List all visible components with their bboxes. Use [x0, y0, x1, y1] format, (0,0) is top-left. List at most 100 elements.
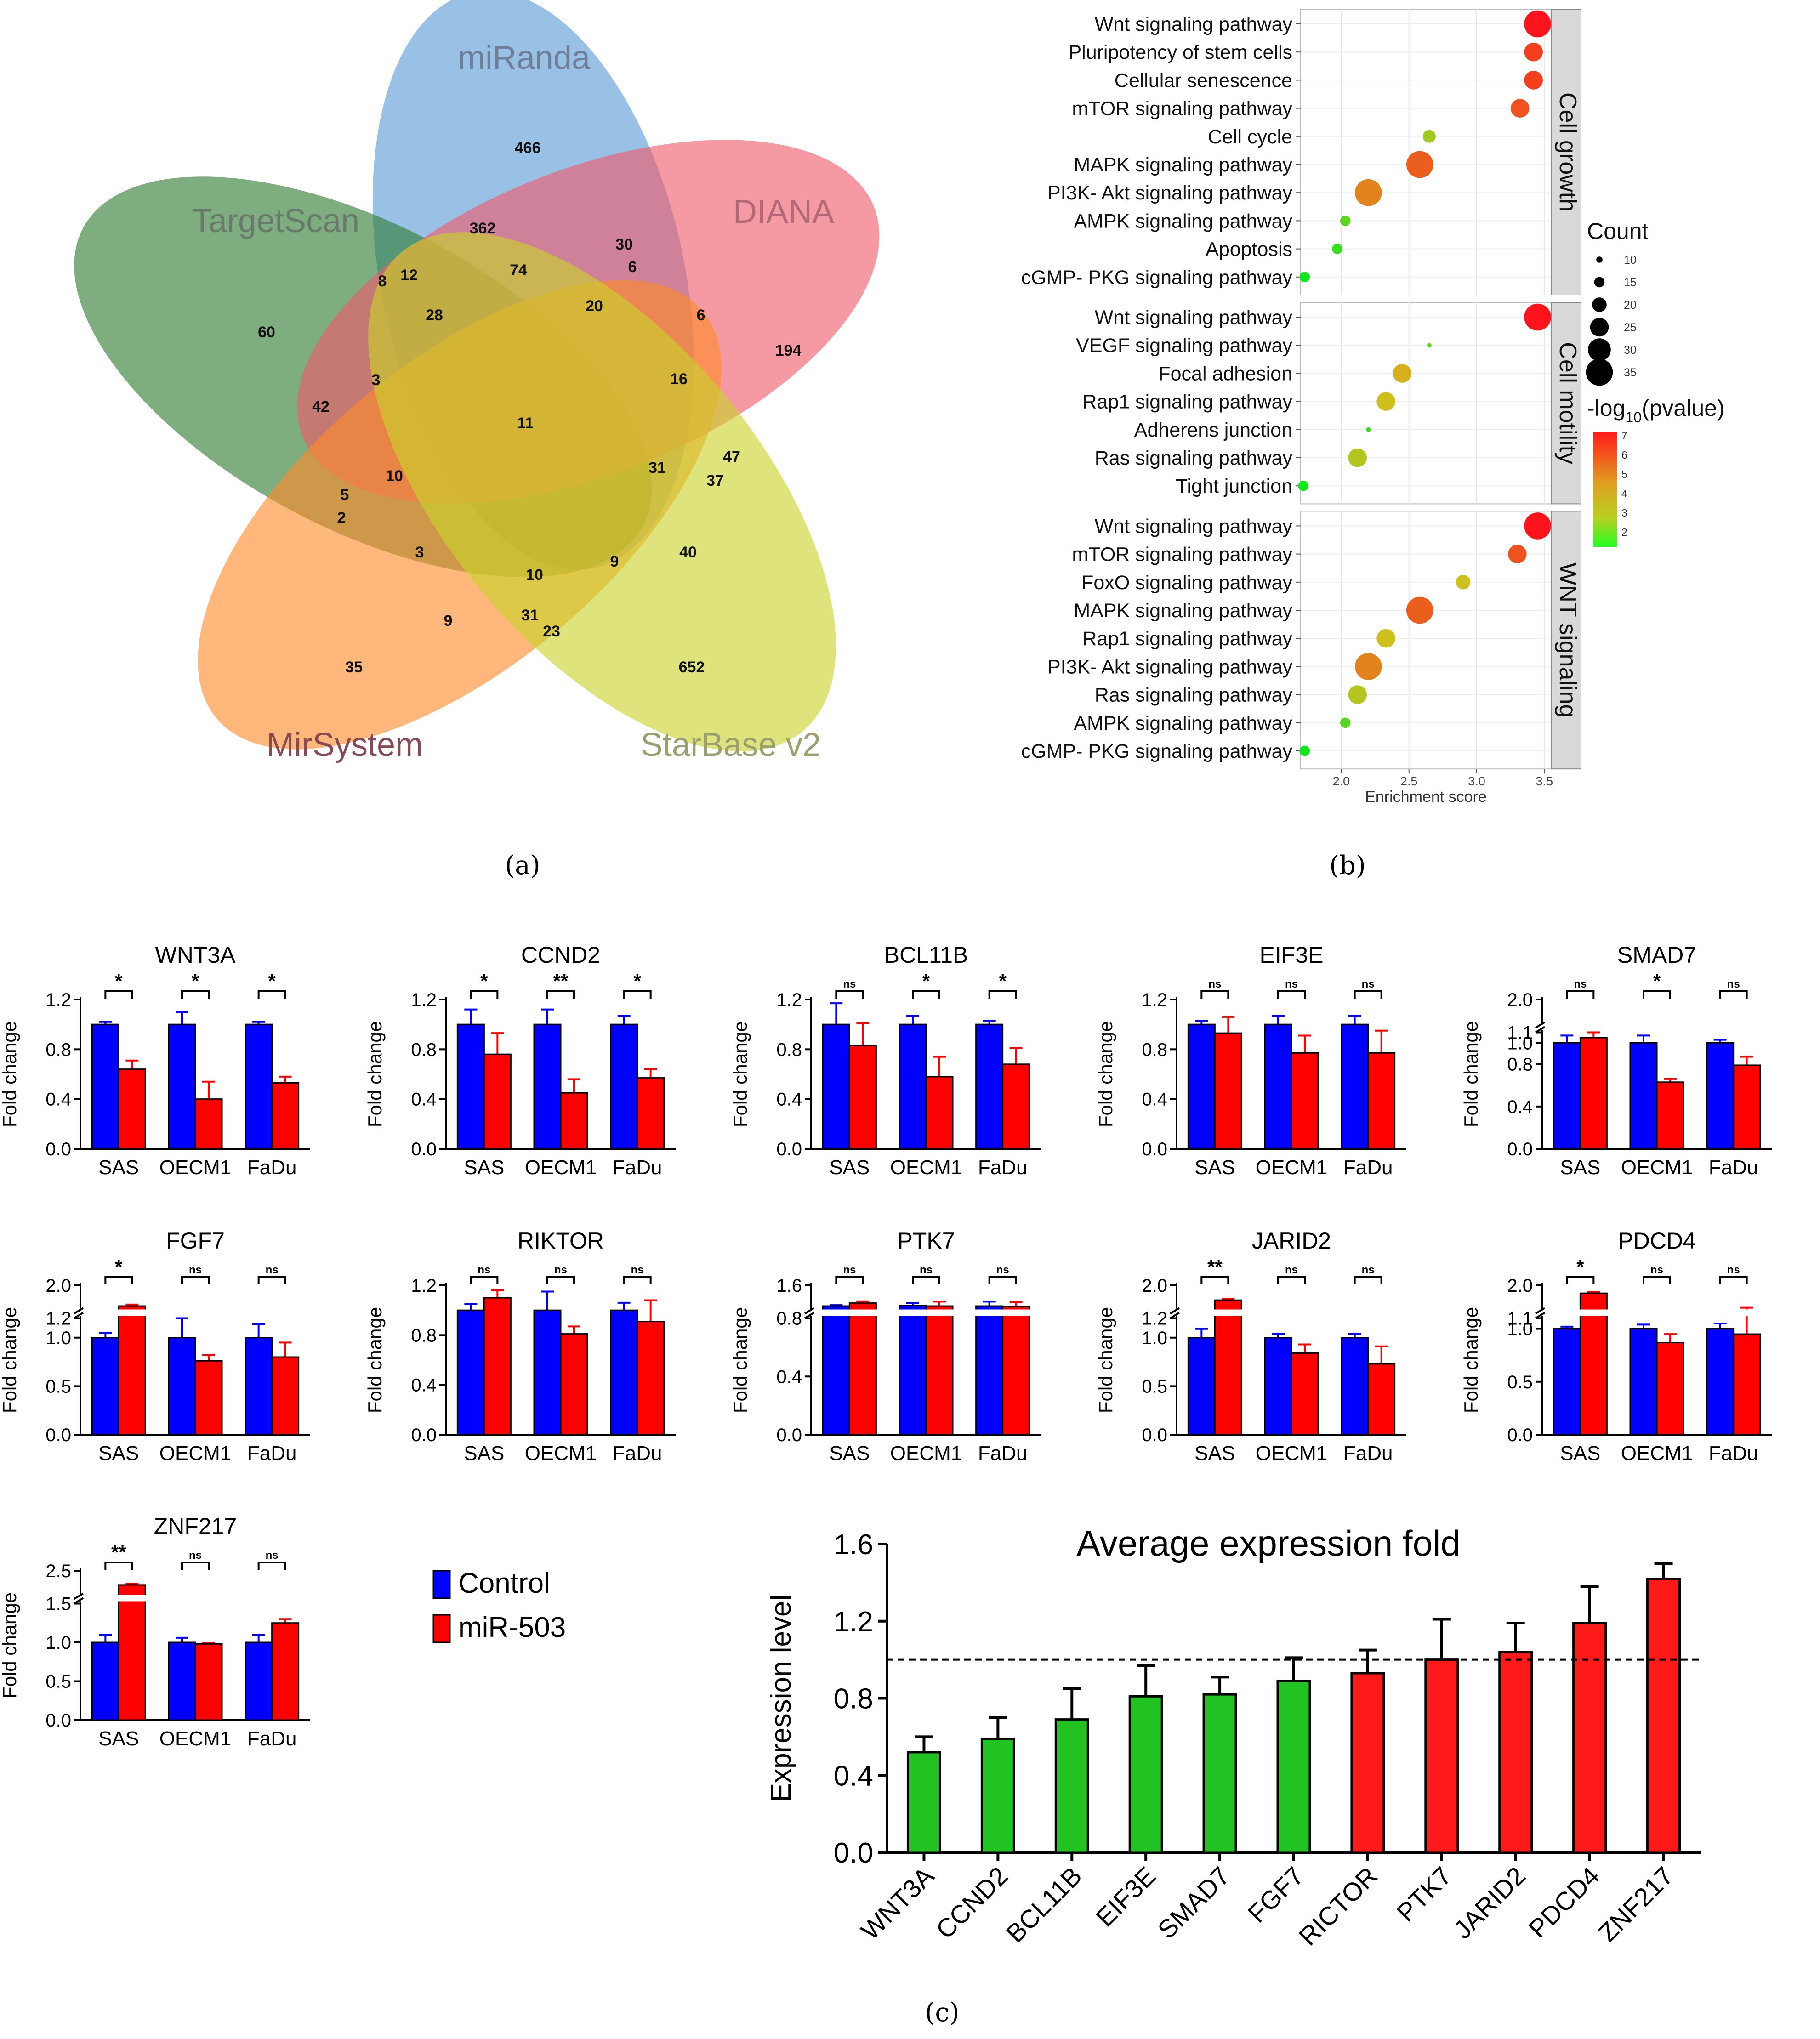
enrich-dot — [1406, 596, 1433, 624]
enrich-xtick-label: 3.5 — [1536, 774, 1553, 788]
significance-bracket — [1643, 990, 1671, 999]
panel-ytick-label: 1.2 — [1142, 990, 1167, 1010]
avg-bar — [1054, 1718, 1089, 1854]
enrich-term-label: PI3K- Akt signaling pathway — [1047, 182, 1293, 204]
enrich-dot — [1524, 71, 1543, 90]
enrich-dot — [1393, 364, 1412, 383]
panel-ytick-label: 2.0 — [1507, 990, 1533, 1010]
significance-label: ** — [1207, 1256, 1223, 1278]
panel-ytick-label: 0.5 — [46, 1672, 71, 1692]
panel-title: JARID2 — [1252, 1228, 1331, 1254]
control-bar — [1706, 1042, 1735, 1150]
enrich-group-1: Wnt signaling pathway VEGF signaling path… — [1076, 302, 1581, 505]
avg-ytick-label: 1.6 — [834, 1529, 873, 1561]
panel-ytick-label: 1.2 — [411, 1276, 437, 1296]
panel-ytick-label: 0.5 — [1507, 1372, 1533, 1392]
mir-bar — [1002, 1063, 1030, 1150]
significance-label: ns — [266, 1549, 279, 1562]
control-bar — [168, 1641, 196, 1721]
panel-ytick-label: 1.2 — [46, 1309, 71, 1329]
avg-category-label: PTK7 — [1391, 1861, 1457, 1927]
count-legend-label: 35 — [1624, 366, 1637, 379]
venn-count: 40 — [679, 544, 697, 561]
panel-ylabel: Fold change — [1095, 1307, 1116, 1413]
significance-bracket — [1277, 1276, 1306, 1284]
significance-label: * — [1653, 970, 1661, 992]
avg-bar — [1646, 1577, 1681, 1854]
venn-ellipse-starbase-v2 — [368, 232, 836, 751]
significance-bracket — [1277, 990, 1306, 999]
avg-category-label: ZNF217 — [1592, 1861, 1679, 1948]
venn-count: 11 — [517, 415, 534, 432]
panel-ylabel: Fold change — [0, 1592, 20, 1698]
enrich-term-label: Ras signaling pathway — [1095, 684, 1293, 706]
significance-label: ns — [1362, 978, 1375, 990]
panel-ytick-label: 0.8 — [1142, 1039, 1167, 1060]
color-legend-tick: 5 — [1621, 468, 1627, 480]
venn-set-label: miRanda — [458, 40, 591, 76]
enrich-group-2: Wnt signaling pathway mTOR signaling path… — [1021, 511, 1581, 770]
mir-bar — [1214, 1032, 1242, 1150]
venn-count: 20 — [586, 297, 603, 315]
enrich-strip — [1551, 302, 1581, 505]
count-legend-title: Count — [1587, 218, 1649, 244]
avg-bar — [1202, 1693, 1237, 1854]
panel-pdcd4: PDCD4 Fold change 0.0 0.5 1.01.1 2.0 SAS * OECM1… — [1460, 1228, 1773, 1465]
axis-break-gap — [808, 1309, 1042, 1316]
count-legend-dot — [1596, 256, 1603, 263]
panel-ytick-label: 0.4 — [776, 1367, 802, 1387]
avg-ytick-label: 0.8 — [834, 1683, 873, 1715]
avg-bar — [1276, 1680, 1311, 1854]
significance-label: ns — [189, 1264, 202, 1276]
panel-ylabel: Fold change — [364, 1021, 386, 1127]
color-legend-tick: 7 — [1621, 430, 1627, 442]
significance-bracket — [546, 1276, 575, 1284]
color-legend-bar — [1593, 432, 1617, 547]
significance-label: * — [115, 970, 123, 992]
control-bar — [822, 1305, 850, 1436]
significance-bracket — [470, 1276, 499, 1284]
mir-bar — [271, 1356, 300, 1436]
enrich-term-label: Pluripotency of stem cells — [1068, 41, 1292, 63]
enrich-term-label: cGMP- PKG signaling pathway — [1021, 267, 1293, 289]
significance-label: ns — [478, 1264, 490, 1276]
mir-bar — [560, 1092, 588, 1150]
panel-category-label: OECM1 — [525, 1156, 597, 1179]
legend-swatch-mir — [432, 1614, 451, 1643]
panel-ytick-label: 0.0 — [776, 1425, 802, 1445]
significance-bracket — [988, 990, 1017, 999]
avg-ytick-label: 0.4 — [834, 1760, 873, 1792]
panel-category-label: SAS — [1560, 1156, 1600, 1179]
significance-bracket — [623, 1276, 652, 1284]
significance-bracket — [912, 990, 940, 999]
avg-category-label: SMAD7 — [1152, 1861, 1235, 1944]
venn-count: 194 — [775, 342, 802, 359]
venn-count: 30 — [615, 236, 633, 253]
significance-bracket — [1566, 990, 1595, 999]
venn-count: 28 — [426, 307, 443, 324]
color-legend-tick: 6 — [1621, 449, 1627, 461]
significance-label: ns — [1285, 978, 1298, 990]
enrich-term-label: VEGF signaling pathway — [1076, 335, 1292, 357]
venn-count: 9 — [610, 553, 619, 570]
panel-ytick-label: 2.0 — [46, 1276, 71, 1296]
panel-category-label: OECM1 — [525, 1442, 597, 1465]
avg-category-label: FGF7 — [1242, 1861, 1309, 1928]
panel-ytick-label: 1.2 — [1142, 1309, 1167, 1329]
axis-break-mark — [1169, 1307, 1180, 1319]
significance-label: ns — [1285, 1264, 1298, 1276]
panel-ytick-label: 2.0 — [1142, 1276, 1167, 1296]
enrich-panel-frame — [1300, 9, 1552, 295]
panel-category-label: OECM1 — [1621, 1156, 1693, 1179]
enrich-xaxis-label: Enrichment score — [1365, 788, 1487, 806]
enrich-dot — [1354, 179, 1382, 206]
significance-bracket — [104, 1276, 133, 1284]
panel-ytick-label: 0.8 — [411, 1325, 437, 1346]
significance-label: ns — [920, 1264, 933, 1276]
panel-eif3e: EIF3E Fold change 0.0 0.4 0.8 1.2 SAS ns OECM1 ns… — [1095, 942, 1406, 1179]
panel-category-label: FaDu — [1343, 1442, 1393, 1465]
enrich-dot — [1366, 427, 1371, 432]
avg-title: Average expression fold — [1076, 1523, 1460, 1563]
panel-ytick-label: 0.4 — [776, 1090, 802, 1110]
